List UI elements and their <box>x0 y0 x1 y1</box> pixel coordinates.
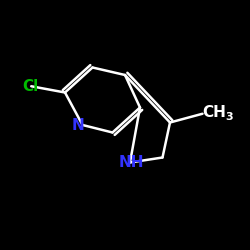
Text: NH: NH <box>118 155 144 170</box>
Text: CH: CH <box>202 105 226 120</box>
Text: Cl: Cl <box>22 79 38 94</box>
Text: 3: 3 <box>225 112 232 122</box>
Text: N: N <box>72 118 84 132</box>
